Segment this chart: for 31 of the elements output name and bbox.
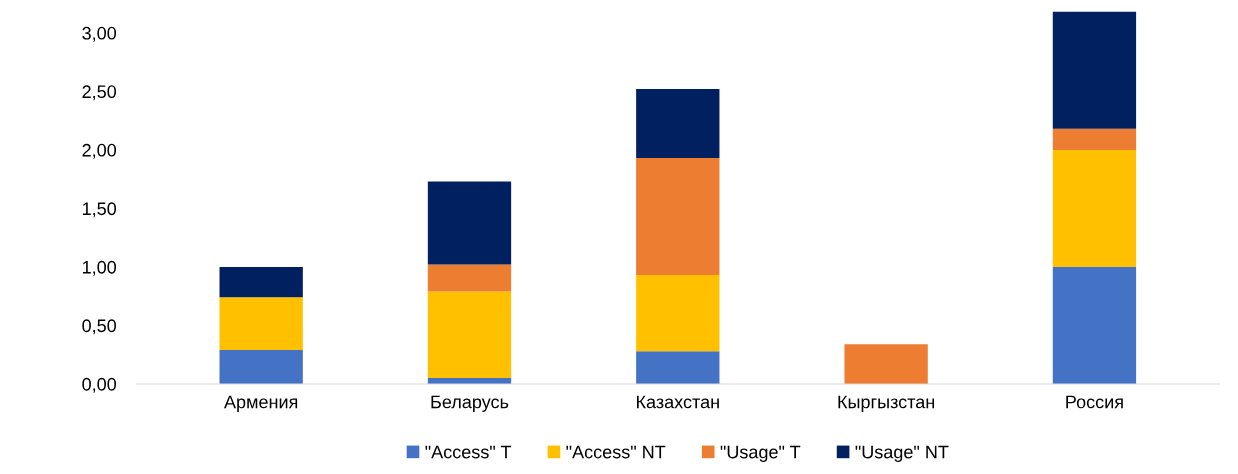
bar — [219, 297, 303, 350]
bar — [1052, 128, 1137, 150]
bar — [427, 264, 512, 292]
bar — [427, 291, 512, 379]
x-tick-label: Беларусь — [431, 395, 509, 412]
bar — [636, 351, 720, 384]
bar — [1052, 11, 1137, 129]
bar — [636, 275, 720, 352]
bar — [1052, 149, 1137, 267]
bar — [844, 344, 928, 384]
bar — [636, 89, 720, 159]
y-tick-label: 2,00 — [82, 143, 117, 159]
x-tick-label: Кыргызстан — [838, 395, 935, 412]
legend-label: "Usage" NT — [855, 445, 949, 462]
y-tick-label: 3,00 — [82, 26, 117, 42]
bar — [427, 181, 512, 265]
y-tick-label: 1,50 — [82, 202, 117, 218]
bar — [219, 266, 303, 298]
legend-label: "Access" NT — [566, 445, 666, 459]
legend-label: "Usage" T — [720, 445, 801, 462]
bar — [219, 350, 303, 384]
bar — [1052, 266, 1137, 384]
y-tick-label: 0,00 — [82, 377, 117, 393]
bar — [636, 158, 720, 276]
y-tick-label: 1,00 — [82, 260, 117, 276]
legend-label: "Access" T — [425, 445, 512, 459]
x-tick-label: Россия — [1066, 395, 1123, 409]
x-tick-label: Казахстан — [636, 395, 719, 409]
y-tick-label: 0,50 — [82, 319, 117, 335]
y-tick-label: 2,50 — [82, 85, 117, 101]
x-tick-label: Армения — [224, 395, 298, 412]
